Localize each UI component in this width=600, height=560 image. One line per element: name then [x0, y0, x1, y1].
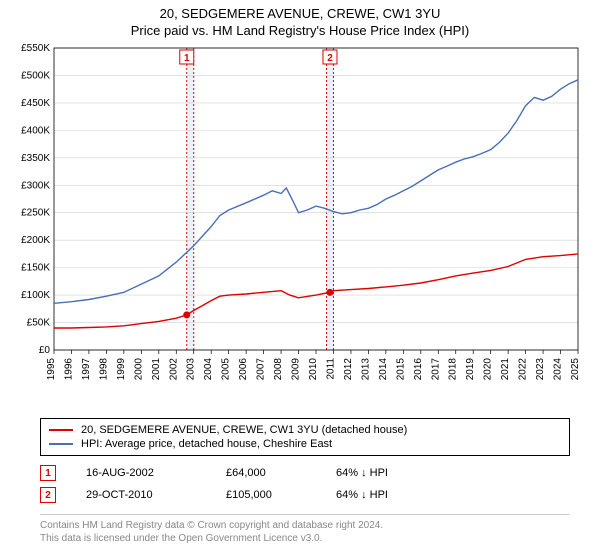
event-date: 29-OCT-2010 — [86, 489, 196, 501]
legend-row: 20, SEDGEMERE AVENUE, CREWE, CW1 3YU (de… — [49, 423, 561, 437]
event-row: 2 29-OCT-2010 £105,000 64% ↓ HPI — [40, 484, 570, 506]
event-marker-label: 2 — [327, 53, 333, 64]
footer: Contains HM Land Registry data © Crown c… — [40, 514, 570, 545]
y-tick-label: £450K — [21, 98, 50, 109]
event-price: £105,000 — [226, 489, 306, 501]
event-marker: 1 — [40, 465, 56, 481]
event-dot — [183, 311, 190, 318]
x-tick-label: 2008 — [273, 358, 284, 381]
event-marker-label: 1 — [184, 53, 190, 64]
title-block: 20, SEDGEMERE AVENUE, CREWE, CW1 3YU Pri… — [0, 0, 600, 40]
x-tick-label: 2005 — [221, 358, 232, 381]
y-tick-label: £500K — [21, 70, 50, 81]
legend-row: HPI: Average price, detached house, Ches… — [49, 437, 561, 451]
x-tick-label: 2001 — [151, 358, 162, 381]
y-tick-label: £250K — [21, 208, 50, 219]
x-tick-label: 2012 — [343, 358, 354, 381]
x-tick-label: 2021 — [500, 358, 511, 381]
y-tick-label: £150K — [21, 263, 50, 274]
legend-label: 20, SEDGEMERE AVENUE, CREWE, CW1 3YU (de… — [81, 424, 407, 436]
x-tick-label: 2018 — [448, 358, 459, 381]
x-tick-label: 2019 — [465, 358, 476, 381]
y-tick-label: £200K — [21, 235, 50, 246]
event-diff: 64% ↓ HPI — [336, 467, 446, 479]
event-row: 1 16-AUG-2002 £64,000 64% ↓ HPI — [40, 462, 570, 484]
footer-line-1: Contains HM Land Registry data © Crown c… — [40, 519, 570, 532]
title-sub: Price paid vs. HM Land Registry's House … — [0, 23, 600, 38]
x-tick-label: 2011 — [325, 358, 336, 380]
legend: 20, SEDGEMERE AVENUE, CREWE, CW1 3YU (de… — [40, 418, 570, 456]
x-tick-label: 2002 — [168, 358, 179, 381]
x-tick-label: 2024 — [553, 358, 564, 381]
events-table: 1 16-AUG-2002 £64,000 64% ↓ HPI 2 29-OCT-2010… — [40, 462, 570, 506]
y-tick-label: £300K — [21, 180, 50, 191]
y-tick-label: £50K — [27, 318, 51, 329]
x-tick-label: 2006 — [238, 358, 249, 381]
x-tick-label: 1997 — [81, 358, 92, 381]
x-tick-label: 2022 — [518, 358, 529, 381]
event-date: 16-AUG-2002 — [86, 467, 196, 479]
y-tick-label: £350K — [21, 153, 50, 164]
title-main: 20, SEDGEMERE AVENUE, CREWE, CW1 3YU — [0, 6, 600, 21]
x-tick-label: 2020 — [483, 358, 494, 381]
x-tick-label: 2010 — [308, 358, 319, 381]
x-tick-label: 2009 — [291, 358, 302, 381]
event-marker: 2 — [40, 487, 56, 503]
legend-swatch — [49, 443, 73, 445]
legend-label: HPI: Average price, detached house, Ches… — [81, 438, 332, 450]
x-tick-label: 2023 — [535, 358, 546, 381]
x-tick-label: 1996 — [63, 358, 74, 381]
event-diff: 64% ↓ HPI — [336, 489, 446, 501]
event-dot — [326, 289, 333, 296]
footer-line-2: This data is licensed under the Open Gov… — [40, 532, 570, 545]
x-tick-label: 1995 — [46, 358, 57, 381]
x-tick-label: 2014 — [378, 358, 389, 381]
line-chart: £0 £50K £100K £150K £200K £250K £300K £350K £400… — [12, 40, 588, 410]
x-tick-label: 2017 — [430, 358, 441, 381]
x-tick-label: 1999 — [116, 358, 127, 381]
x-tick-label: 2000 — [133, 358, 144, 381]
event-price: £64,000 — [226, 467, 306, 479]
y-tick-label: £550K — [21, 43, 50, 54]
x-tick-label: 2003 — [186, 358, 197, 381]
legend-swatch — [49, 429, 73, 431]
x-tick-label: 2025 — [570, 358, 581, 381]
y-tick-label: £100K — [21, 290, 50, 301]
x-tick-label: 2016 — [413, 358, 424, 381]
chart-area: £0 £50K £100K £150K £200K £250K £300K £350K £400… — [12, 40, 588, 410]
x-tick-label: 2013 — [360, 358, 371, 381]
x-tick-label: 2004 — [203, 358, 214, 381]
x-tick-label: 2015 — [395, 358, 406, 381]
x-tick-label: 1998 — [98, 358, 109, 381]
y-tick-label: £400K — [21, 125, 50, 136]
x-tick-label: 2007 — [256, 358, 267, 381]
y-tick-label: £0 — [39, 345, 51, 356]
